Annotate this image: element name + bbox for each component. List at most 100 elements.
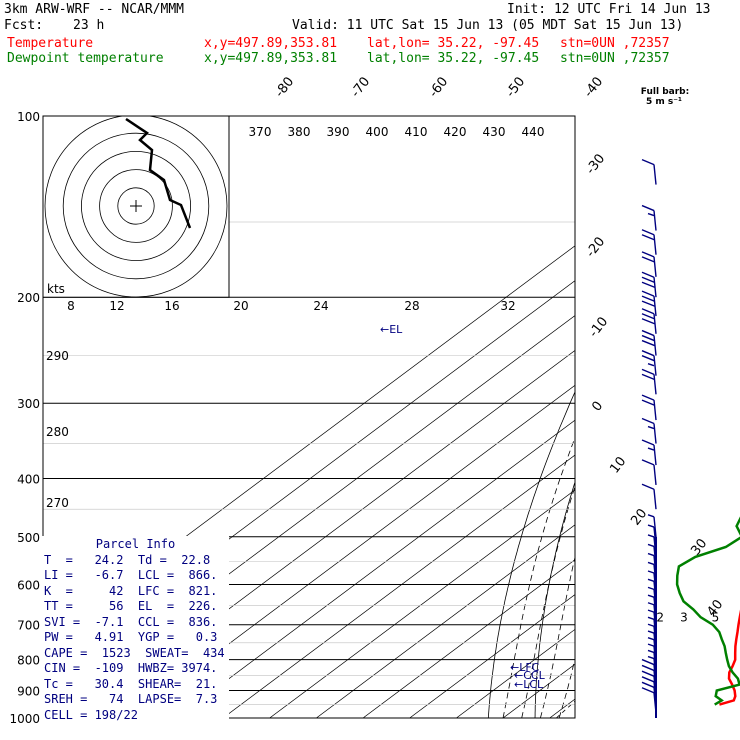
legend-dewpoint-latlon: lat,lon= 35.22, -97.45 xyxy=(367,51,540,66)
hodograph-trace xyxy=(125,117,192,229)
hodograph-ring xyxy=(117,187,155,225)
annotation-ccl: ←CCL xyxy=(514,669,546,682)
speed-scale-label: 20 xyxy=(233,299,248,313)
barb-legend-unit: 5 m s⁻¹ xyxy=(646,97,682,107)
isotherm-label: 10 xyxy=(607,454,629,476)
isotherm-label: 20 xyxy=(628,506,650,528)
isotherm-line xyxy=(362,559,575,718)
dry-adiabat xyxy=(487,390,575,718)
wind-barb xyxy=(641,394,657,421)
theta-label: 390 xyxy=(327,125,350,139)
mixing-ratio-line xyxy=(556,700,575,718)
moist-adiabat xyxy=(671,297,740,718)
isotherm-line xyxy=(316,524,575,718)
parcel-row-li: LI = -6.7 LCL = 866. xyxy=(44,568,218,582)
isotherm-line xyxy=(596,116,740,718)
parcel-row-cape: CAPE = 1523 SWEAT= 434 xyxy=(44,645,225,660)
hodograph-unit-label: kts xyxy=(47,282,65,296)
annotation-lcl: ←LCL xyxy=(514,678,544,691)
valid-time: Valid: 11 UTC Sat 15 Jun 13 (05 MDT Sat … xyxy=(292,18,684,33)
sounding-series xyxy=(675,516,740,706)
wind-barb xyxy=(641,251,657,277)
legend-temperature-xy: x,y=497.89,353.81 xyxy=(204,36,338,51)
isotherm-line xyxy=(222,454,575,718)
mixing-ratio-label: 5 xyxy=(712,611,720,625)
theta-label: 440 xyxy=(522,125,545,139)
theta-label: 400 xyxy=(366,125,389,139)
pressure-tick-label: 700 xyxy=(17,619,40,633)
hodograph-ring xyxy=(62,132,210,280)
moist-adiabat xyxy=(727,297,740,718)
wind-barb xyxy=(641,308,657,334)
pressure-tick-label: 300 xyxy=(17,397,40,411)
moist-adiabat xyxy=(690,297,740,718)
parcel-row-sreh: SREH = 74 LAPSE= 7.3 xyxy=(44,692,218,706)
isotherm-line xyxy=(643,116,740,718)
wind-barb xyxy=(641,350,657,376)
theta-side-label: 280 xyxy=(46,425,69,439)
legend-temperature-name: Temperature xyxy=(7,36,94,51)
theta-side-label: 270 xyxy=(46,496,69,510)
wind-barb xyxy=(641,158,657,185)
wind-barb xyxy=(641,271,657,298)
legend-dewpoint-name: Dewpoint temperature xyxy=(7,51,164,66)
isotherm-line xyxy=(502,663,575,718)
wind-barb xyxy=(641,417,657,444)
parcel-info-background xyxy=(41,536,229,729)
isobars: 100 200 300 400 500 600 700 800 900 1000 xyxy=(9,110,576,726)
parcel-row-tt: TT = 56 EL = 226. xyxy=(44,599,218,613)
parcel-row-svi: SVI = -7.1 CCL = 836. xyxy=(44,614,218,629)
speed-scale-label: 24 xyxy=(313,299,328,313)
theta-label: 420 xyxy=(444,125,467,139)
dry-adiabat xyxy=(669,116,740,718)
hodograph-origin xyxy=(130,200,142,212)
parcel-info-panel: Parcel Info T = 24.2 Td = 22.8 LI = -6.7… xyxy=(44,537,227,727)
theta-label: 410 xyxy=(405,125,428,139)
isotherm-label: -50 xyxy=(503,74,528,100)
legend-dewpoint-station: stn=0UN ,72357 xyxy=(560,51,670,66)
mixing-ratio-line xyxy=(674,584,740,718)
pressure-tick-label: 600 xyxy=(17,578,40,592)
mixing-ratio-label: 3 xyxy=(680,611,688,625)
pressure-tick-label: 500 xyxy=(17,531,40,545)
parcel-info-title: Parcel Info xyxy=(95,537,176,551)
wind-barbs xyxy=(641,158,657,718)
pressure-tick-label: 200 xyxy=(17,291,40,305)
mixing-ratio-label: 2 xyxy=(656,611,664,625)
isotherm-label: -60 xyxy=(426,74,451,100)
hodograph-ring xyxy=(44,116,228,298)
moist-adiabat xyxy=(521,485,575,718)
moist-adiabat xyxy=(502,436,575,718)
parcel-row-cell: CELL = 198/22 xyxy=(44,707,138,722)
legend-temperature-latlon: lat,lon= 35.22, -97.45 xyxy=(367,36,540,51)
theta-side-label: 290 xyxy=(46,349,69,363)
moist-adiabat xyxy=(634,297,740,718)
wind-barb xyxy=(641,483,657,510)
barb-legend-title: Full barb: xyxy=(641,87,689,97)
parcel-row-cin: CIN = -109 HWBZ= 3974. xyxy=(44,661,218,675)
isotherm-label: 0 xyxy=(589,399,606,415)
pressure-tick-label: 100 xyxy=(17,110,40,124)
legend-dewpoint-xy: x,y=497.89,353.81 xyxy=(204,51,338,66)
isotherm-line xyxy=(456,628,575,718)
moist-adiabat xyxy=(578,297,704,718)
annotation-lfc: ←LFC xyxy=(510,661,540,674)
theta-label: 430 xyxy=(483,125,506,139)
speed-scale-label: 16 xyxy=(164,299,179,313)
annotation-el: ←EL xyxy=(380,323,403,336)
pressure-tick-label: 900 xyxy=(17,684,40,698)
isotherm-line xyxy=(129,384,575,718)
speed-scale-label: 12 xyxy=(109,299,124,313)
parcel-row-pw: PW = 4.91 YGP = 0.3 xyxy=(44,630,218,644)
isotherm-label: -40 xyxy=(581,74,606,100)
parcel-annotations: ←EL ←LFC←CCL←LCL xyxy=(380,323,546,691)
isotherm-label: -70 xyxy=(348,74,373,100)
moist-adiabat xyxy=(540,555,575,718)
wind-barb xyxy=(647,514,657,537)
isotherm-label: -10 xyxy=(586,314,611,340)
speed-scale-label: 8 xyxy=(67,299,75,313)
theta-label: 370 xyxy=(249,125,272,139)
init-time: Init: 12 UTC Fri 14 Jun 13 xyxy=(507,2,711,17)
